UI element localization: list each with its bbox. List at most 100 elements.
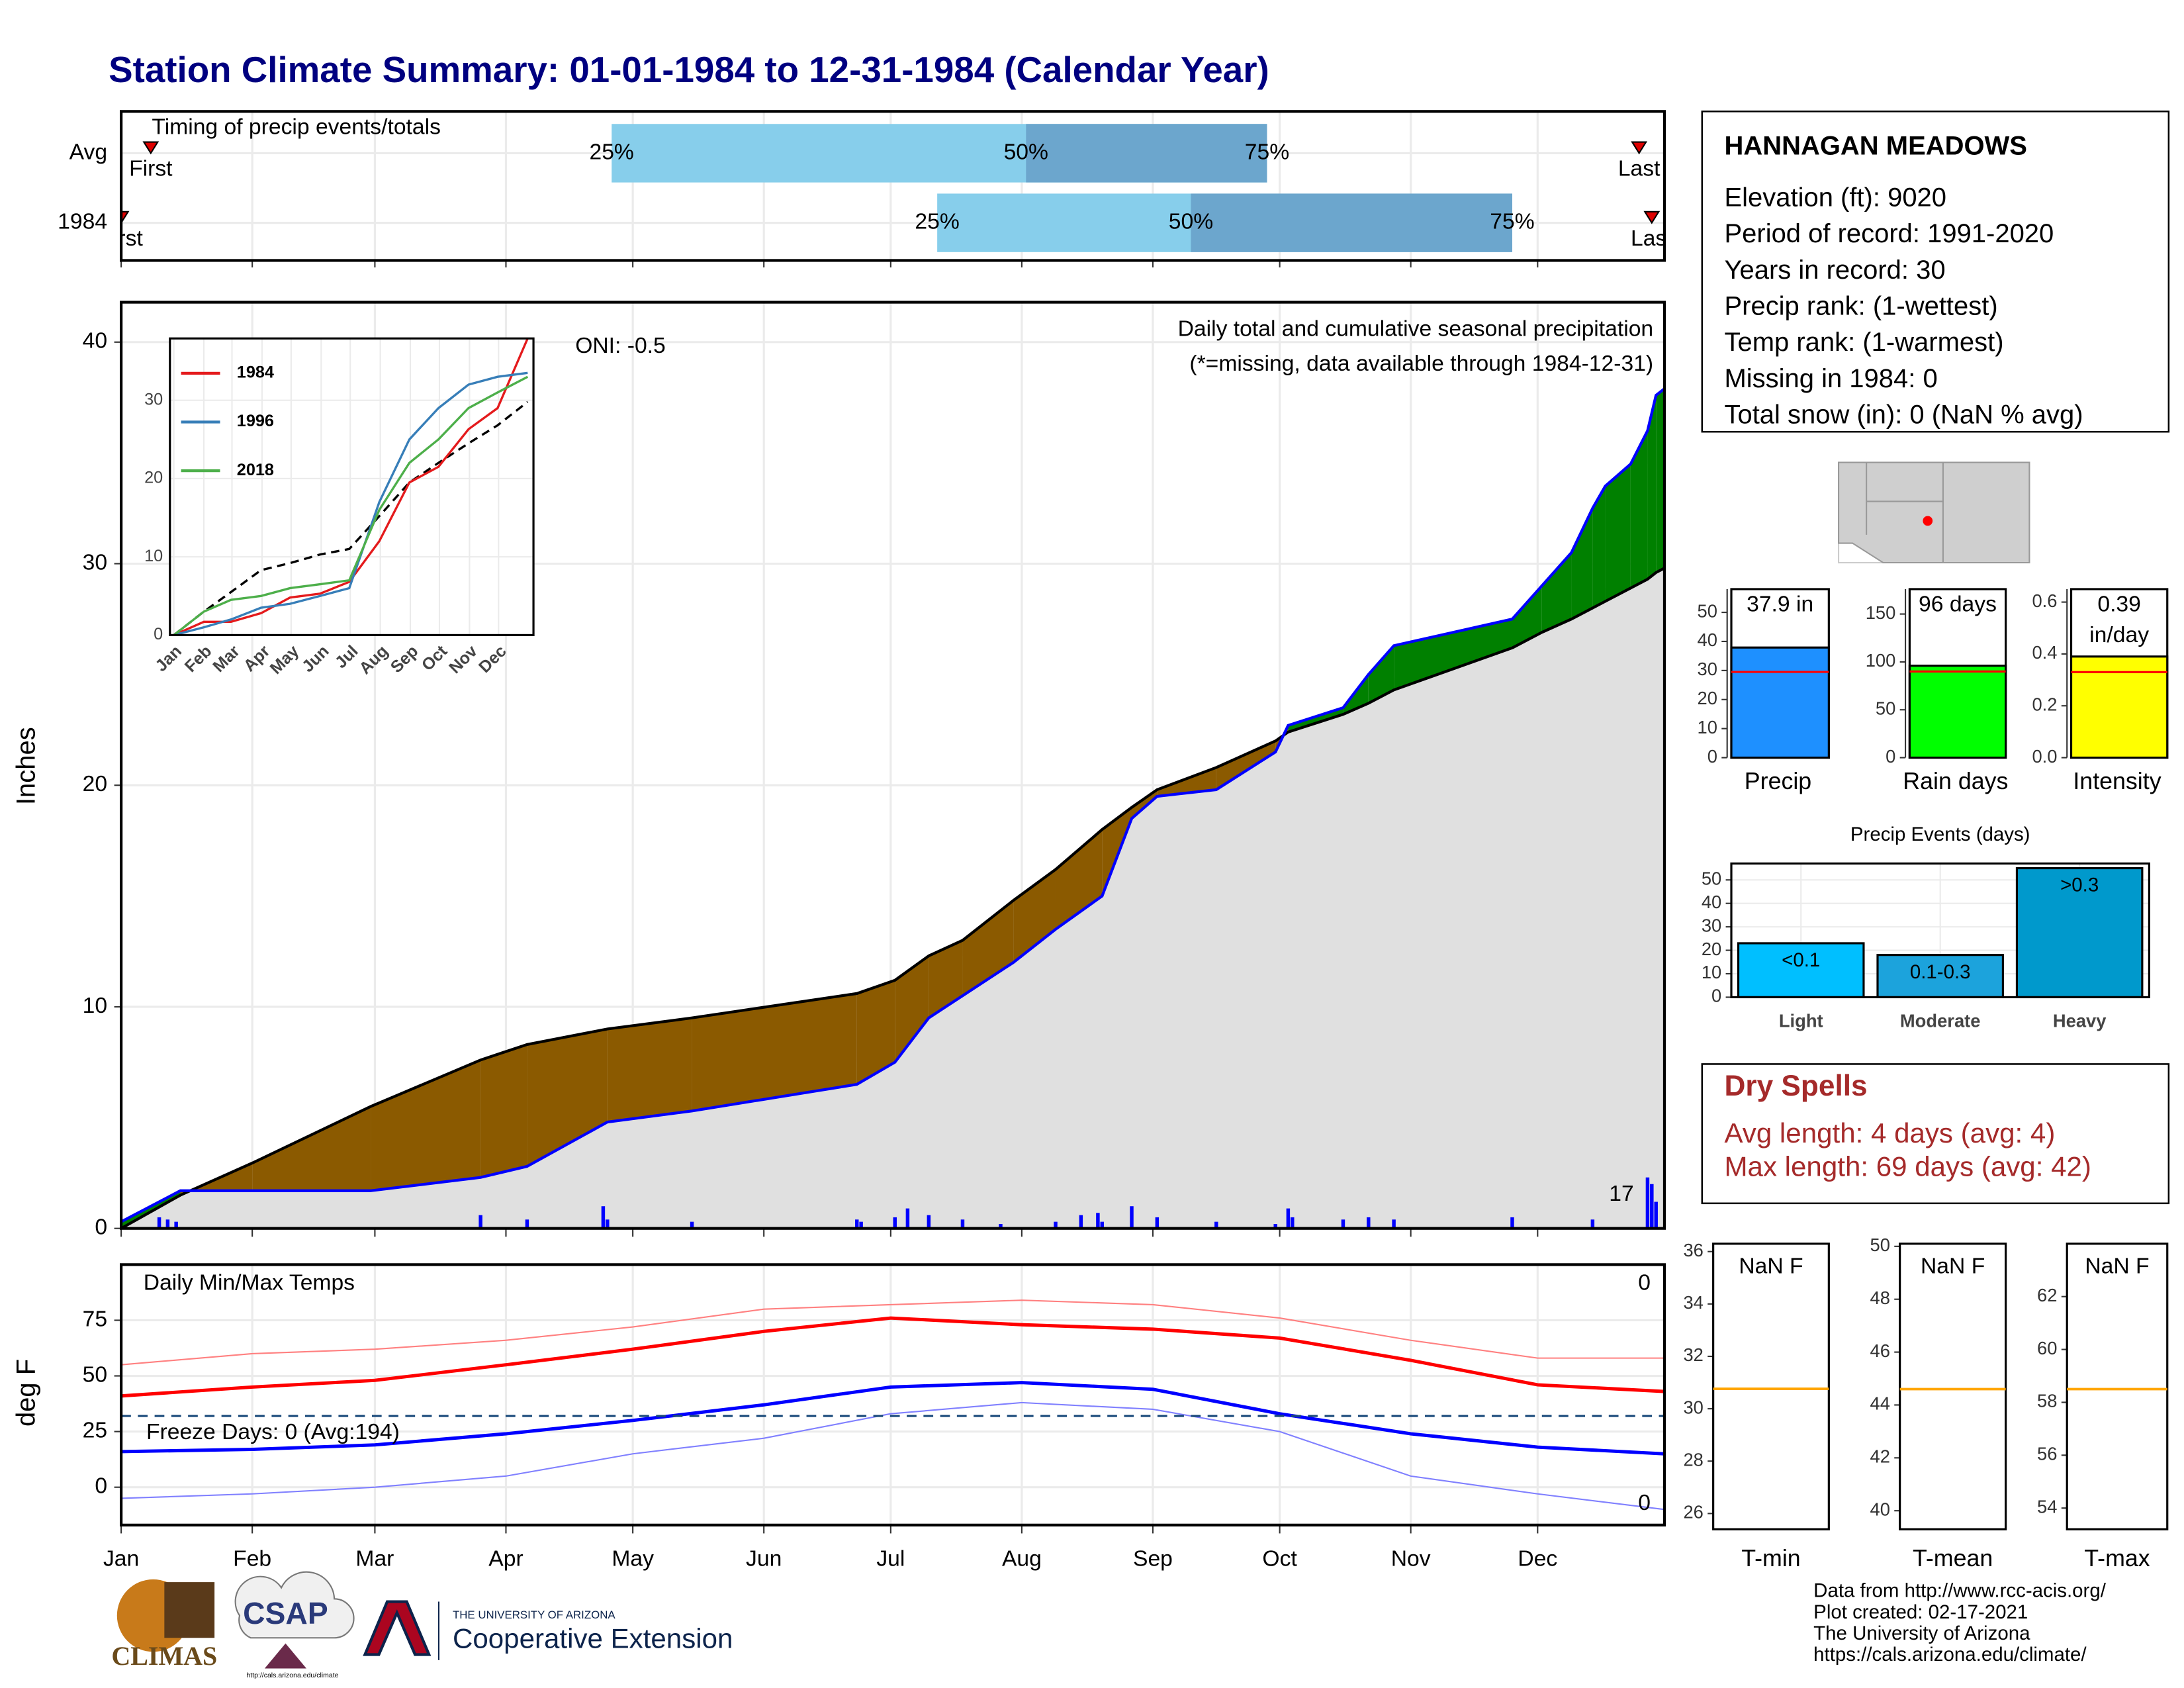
surplus-area <box>1592 486 1606 608</box>
deficit-area <box>1216 741 1276 790</box>
daily-bar <box>893 1217 897 1229</box>
event-label: Last <box>1631 226 1673 251</box>
y-tick-label: 56 <box>2037 1444 2057 1464</box>
daily-bar <box>525 1219 529 1229</box>
deficit-area <box>607 1017 692 1123</box>
y-tick-label: 0 <box>95 1474 107 1499</box>
y-tick-label: 0 <box>154 625 163 643</box>
annotation: (*=missing, data available through 1984-… <box>1189 352 1653 376</box>
quartile-label: 50% <box>1169 210 1213 234</box>
station-info: Elevation (ft): 9020 <box>1724 183 1946 212</box>
daily-bar <box>859 1221 863 1229</box>
surplus-area <box>1512 586 1542 648</box>
y-tick-label: 0.6 <box>2032 590 2057 611</box>
value-label-box: 0.39 in/day <box>2073 590 2165 652</box>
logos: CLIMAS CSAP http://cals.arizona.edu/clim… <box>111 1571 733 1679</box>
daily-bar <box>1590 1219 1595 1229</box>
y-tick-label: 0.4 <box>2032 642 2057 663</box>
frame <box>119 301 1666 1230</box>
surplus-area <box>1541 552 1572 633</box>
daily-bar <box>1341 1219 1345 1229</box>
quartile-label: 75% <box>1245 140 1289 164</box>
station-info: Years in record: 30 <box>1724 256 1945 285</box>
frame <box>119 1263 1666 1526</box>
map-station <box>1923 516 1933 526</box>
dry-spells-panel <box>1701 1063 2170 1205</box>
y-tick-label: 50 <box>1870 1235 1890 1255</box>
value-label-box: 96 days <box>1912 590 2003 622</box>
y-tick-label: 40 <box>1870 1499 1890 1519</box>
y-tick-label: 10 <box>1702 962 1721 982</box>
daily-bar <box>999 1223 1003 1229</box>
daily-bar <box>1214 1221 1218 1229</box>
frame <box>119 110 1666 262</box>
y-tick-label: 30 <box>1702 915 1721 935</box>
annotation: Freeze Days: 0 (Avg:194) <box>146 1420 400 1444</box>
daily-bar <box>927 1215 931 1229</box>
x-tick-label: Dec <box>1518 1546 1557 1571</box>
y-tick-label: 0 <box>1886 746 1895 767</box>
event-label: First <box>99 226 143 251</box>
daily-bar <box>1100 1221 1105 1229</box>
deficit-area <box>692 993 857 1111</box>
surplus-area <box>1605 463 1631 602</box>
daily-bar <box>606 1219 610 1229</box>
y-tick-label: 58 <box>2037 1391 2057 1411</box>
quartile-label: 25% <box>915 210 959 234</box>
inset-panel <box>169 338 534 635</box>
y-tick-label: 40 <box>1702 892 1721 912</box>
daily-bar <box>905 1208 910 1229</box>
x-tick-label: T-min <box>1741 1545 1800 1571</box>
csap-text: CSAP <box>243 1596 328 1630</box>
y-tick-label: 50 <box>1876 698 1895 718</box>
footer-text: Plot created: 02-17-2021 <box>1813 1601 2028 1623</box>
footer-text: Data from http://www.rcc-acis.org/ <box>1813 1580 2107 1602</box>
daily-bar <box>1054 1221 1058 1229</box>
x-tick-label: Aug <box>1002 1546 1042 1571</box>
temp-line <box>121 1381 1665 1456</box>
event-marker <box>1643 211 1661 224</box>
legend-label: 1996 <box>237 412 274 430</box>
quartile-label: 75% <box>1490 210 1534 234</box>
surplus-area <box>1288 708 1343 732</box>
y-tick-label: 30 <box>1698 659 1717 679</box>
bar <box>1730 646 1830 759</box>
value-label: 96 days <box>1912 590 2003 622</box>
annotation: Daily Min/Max Temps <box>144 1271 355 1295</box>
deficit-area <box>252 1106 371 1191</box>
x-tick-label: Nov <box>1391 1546 1431 1571</box>
inset-frame <box>169 337 535 636</box>
map-border <box>1866 462 1944 563</box>
daily-bar <box>1079 1215 1083 1229</box>
surplus-area <box>1656 389 1664 573</box>
temp-line <box>121 1401 1665 1511</box>
x-tick-label: Precip <box>1745 768 1811 794</box>
y-tick-label: 50 <box>1702 868 1721 888</box>
station-info: Period of record: 1991-2020 <box>1724 219 2054 248</box>
x-tick-label: Jul <box>876 1546 905 1571</box>
value-label-box: 37.9 in <box>1734 590 1827 622</box>
y-tick-label: 26 <box>1683 1502 1703 1523</box>
daily-bar <box>1096 1213 1100 1229</box>
temp-line <box>121 1299 1664 1366</box>
deficit-area <box>1157 767 1216 796</box>
daily-bar <box>1392 1219 1396 1229</box>
station-info: Total snow (in): 0 (NaN % avg) <box>1724 400 2083 430</box>
y-tick-label: 46 <box>1870 1340 1890 1361</box>
y-tick-label: 40 <box>1698 630 1717 650</box>
daily-bar <box>1654 1201 1658 1229</box>
footer-text: https://cals.arizona.edu/climate/ <box>1813 1644 2087 1665</box>
annotation: Daily total and cumulative seasonal prec… <box>1178 317 1654 342</box>
csap-logo <box>264 1643 307 1669</box>
legend-label: 1984 <box>237 363 274 382</box>
bar <box>1876 954 2004 999</box>
station-panel <box>1701 111 2170 433</box>
surplus-area <box>1571 508 1593 620</box>
deficit-area <box>480 1044 527 1178</box>
timing-plot: 25% 50% 75% First Last 25% 50% 75% First Last <box>99 124 1673 252</box>
y-tick-label: 20 <box>83 772 107 796</box>
deficit-area <box>895 955 929 1062</box>
surplus-area <box>1394 619 1512 690</box>
annotation: 0 <box>1638 1271 1651 1295</box>
